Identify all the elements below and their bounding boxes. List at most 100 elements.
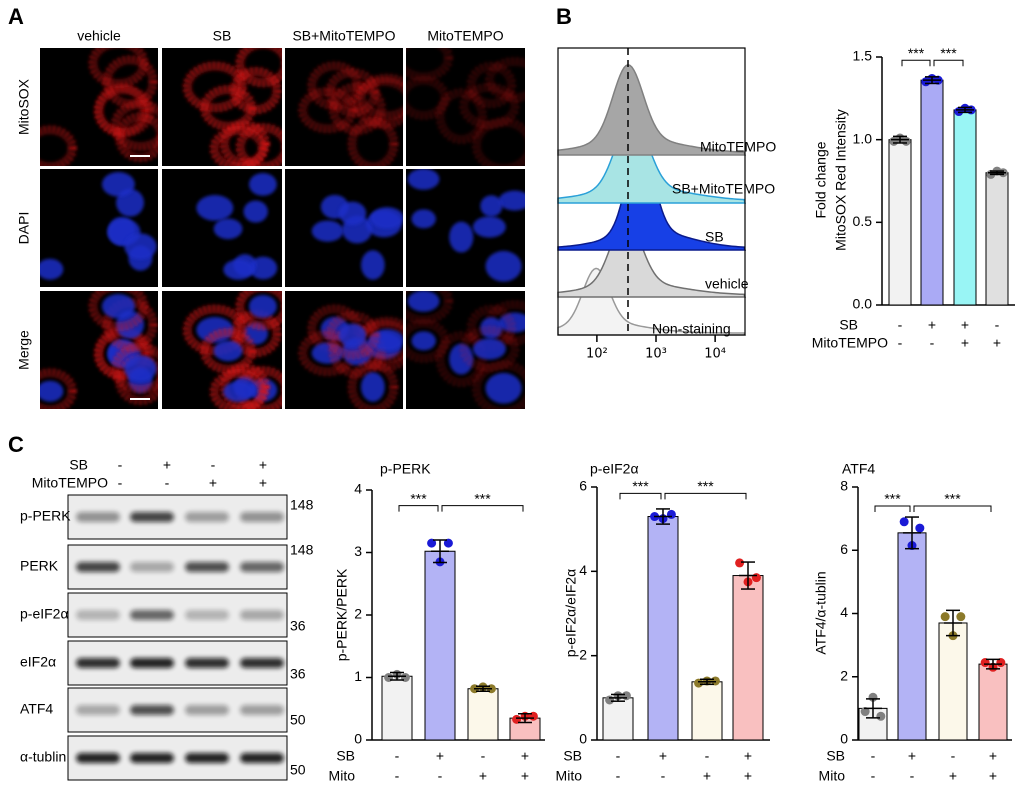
condition-sign: - — [898, 317, 903, 333]
row-header: MitoSOX — [16, 78, 32, 135]
blot-band — [130, 610, 174, 620]
condition-label: SB — [826, 748, 845, 764]
mito-signal — [471, 360, 525, 409]
condition-sign: - — [995, 317, 1000, 333]
mito-signal — [110, 342, 158, 395]
mito-signal — [435, 331, 487, 388]
condition-label: SB — [839, 317, 858, 333]
micrograph — [162, 48, 282, 166]
error-bar — [516, 713, 534, 724]
nucleus — [124, 233, 157, 260]
error-bar — [609, 693, 627, 702]
protein-label: ATF4 — [20, 701, 53, 717]
protein-label: p-PERK — [20, 508, 71, 524]
nucleus — [407, 169, 440, 190]
mito-signal — [229, 66, 282, 115]
x-tick-label: 10³ — [645, 347, 667, 362]
micrograph — [162, 169, 282, 287]
mito-signal — [459, 325, 520, 373]
error-bar — [923, 76, 941, 85]
condition-sign: + — [479, 768, 487, 784]
error-bar — [474, 685, 492, 692]
nucleus — [498, 190, 525, 211]
condition-sign: - — [951, 748, 956, 764]
cells — [182, 291, 282, 409]
micrograph — [406, 291, 525, 409]
significance-bracket — [619, 492, 662, 500]
y-tick-label: 0.0 — [853, 296, 873, 312]
significance-bracket — [398, 505, 439, 512]
micrograph — [285, 48, 403, 166]
nucleus — [338, 323, 367, 348]
chart-title: p-eIF2α — [590, 461, 639, 477]
blot-band — [185, 512, 229, 522]
mito-signal — [406, 291, 453, 325]
data-point — [427, 538, 437, 548]
column-header: SB+MitoTEMPO — [292, 28, 395, 44]
y-tick-label: 2 — [354, 606, 362, 622]
treatment-sign: + — [163, 457, 171, 473]
condition-sign: - — [705, 748, 710, 764]
blot-band — [185, 562, 229, 572]
y-axis-label: p-eIF2α/eIF2α — [563, 569, 579, 658]
nucleus — [40, 380, 64, 402]
y-tick-label: 8 — [840, 478, 848, 494]
data-point — [694, 678, 704, 688]
cells — [406, 291, 525, 409]
blot-band — [76, 658, 120, 668]
y-tick-label: 0 — [579, 731, 587, 747]
mito-signal — [485, 57, 525, 103]
chart-title: p-PERK — [380, 461, 431, 477]
error-bar — [654, 508, 672, 525]
mito-signal — [94, 85, 154, 138]
cells — [182, 48, 282, 166]
micrograph — [406, 169, 525, 287]
nucleus — [213, 218, 243, 240]
bar — [938, 622, 968, 741]
nucleus — [101, 294, 135, 319]
condition-sign: - — [616, 748, 621, 764]
mito-signal — [88, 291, 149, 332]
treatment-label: MitoTEMPO — [32, 475, 108, 491]
y-tick-label: 1.0 — [853, 130, 873, 146]
error-bar — [988, 170, 1006, 176]
cells — [406, 48, 525, 166]
error-bar — [984, 658, 1002, 670]
treatment-sign: + — [209, 475, 217, 491]
error-bar — [864, 698, 882, 719]
y-axis-label: Fold change — [813, 141, 829, 218]
nucleus — [370, 207, 403, 229]
y-tick-label: 1 — [354, 668, 362, 684]
nucleus — [311, 220, 344, 242]
data-point — [860, 707, 870, 717]
marker-label: 148 — [290, 497, 314, 513]
bar — [953, 109, 977, 306]
mito-signal — [229, 309, 282, 358]
mito-signal — [94, 83, 149, 137]
bar — [897, 532, 927, 741]
condition-sign: - — [395, 748, 400, 764]
mito-signal — [200, 85, 256, 131]
blot-band — [76, 512, 120, 522]
data-point — [735, 558, 745, 568]
blot-band — [76, 610, 120, 620]
mito-signal — [459, 82, 520, 130]
mito-signal — [40, 125, 77, 166]
marker-label: 36 — [290, 618, 306, 634]
y-tick-label: 6 — [579, 478, 587, 494]
significance-bracket — [901, 59, 931, 67]
blot-band — [130, 562, 174, 572]
micrograph — [162, 291, 282, 409]
bar — [920, 79, 944, 306]
mito-signal — [110, 99, 158, 152]
significance-bracket — [913, 505, 992, 512]
bar — [985, 172, 1009, 306]
error-bar — [944, 609, 962, 637]
blot-band — [240, 753, 284, 763]
y-tick-label: 0 — [354, 731, 362, 747]
condition-sign: - — [395, 768, 400, 784]
y-tick-label: 4 — [579, 562, 587, 578]
blot-band — [185, 753, 229, 763]
y-tick-label: 1.5 — [853, 48, 873, 64]
condition-sign: + — [908, 748, 916, 764]
